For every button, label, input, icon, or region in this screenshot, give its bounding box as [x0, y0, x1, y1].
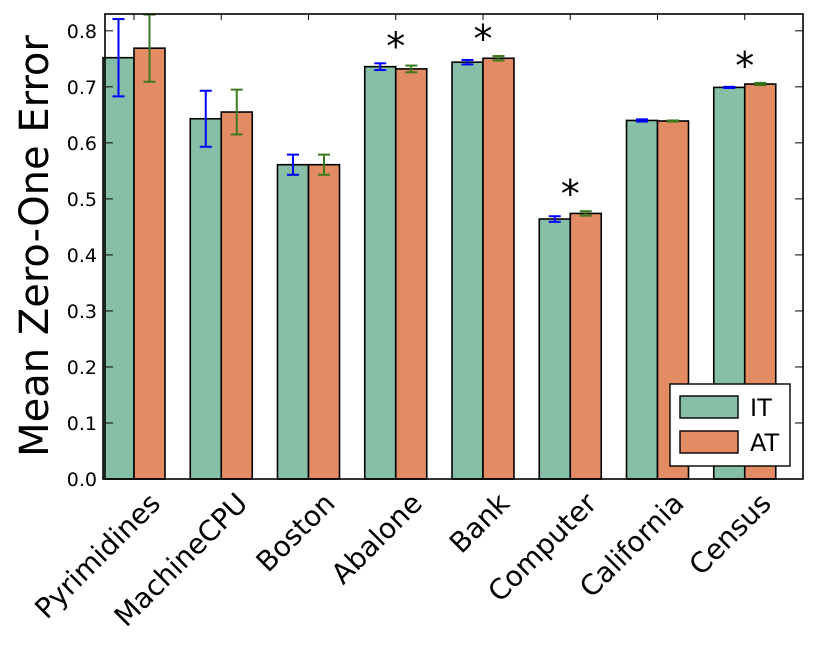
y-tick-label: 0.7 — [67, 77, 97, 99]
bar-it-bank — [451, 61, 484, 480]
y-tick-label: 0.6 — [67, 133, 97, 155]
y-axis-label: Mean Zero-One Error — [12, 35, 58, 457]
y-tick-label: 0.2 — [67, 357, 97, 379]
legend-swatch-at — [679, 430, 739, 454]
significance-marker: * — [474, 17, 493, 61]
axes-frame — [104, 13, 804, 480]
y-tick-label: 0.3 — [67, 301, 97, 323]
bar-it-california — [625, 119, 659, 480]
bar-it-abalone — [363, 65, 397, 480]
significance-marker: * — [561, 172, 580, 216]
significance-marker: * — [386, 24, 405, 68]
x-tick-label: Census — [683, 487, 778, 582]
y-tick-label: 0.4 — [67, 245, 97, 267]
y-tick-label: 0.8 — [67, 21, 97, 43]
y-tick-label: 0.1 — [67, 413, 97, 435]
bar-at-bank — [482, 57, 515, 480]
bar-it-boston — [276, 163, 310, 480]
legend-swatch-it — [679, 395, 739, 419]
significance-marker: * — [735, 44, 754, 88]
bar-at-boston — [307, 163, 341, 480]
x-tick-label: Abalone — [325, 487, 429, 591]
bar-at-abalone — [394, 68, 428, 480]
bar-at-computer — [569, 212, 603, 480]
legend-label-it: IT — [750, 394, 772, 422]
bar-it-pyrimidines — [102, 56, 135, 480]
y-tick-label: 0.5 — [67, 189, 97, 211]
plot-area: PyrimidinesMachineCPUBoston*Abalone*Bank… — [28, 13, 804, 633]
x-tick-label: Bank — [443, 486, 517, 560]
bar-it-computer — [538, 218, 572, 480]
bar-it-machinecpu — [189, 117, 223, 480]
bar-at-machinecpu — [220, 111, 254, 480]
legend-label-at: AT — [750, 429, 780, 457]
y-tick-label: 0.0 — [67, 469, 97, 491]
bar-at-pyrimidines — [133, 47, 166, 480]
